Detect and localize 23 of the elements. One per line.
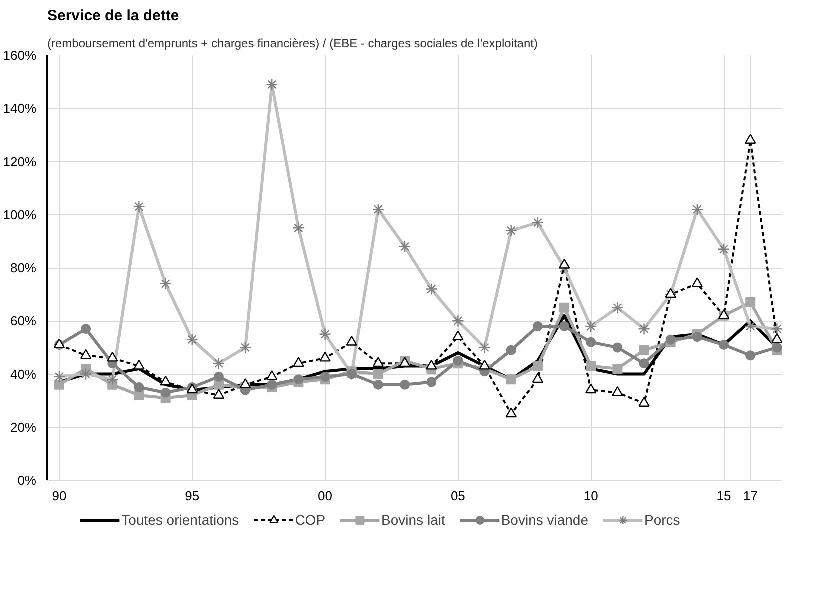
y-tick-label: 160%	[3, 48, 37, 63]
chart-title: Service de la dette	[48, 8, 180, 24]
legend-label: Porcs	[644, 512, 680, 528]
y-tick-label: 80%	[10, 260, 37, 276]
x-tick-label: 17	[743, 488, 758, 504]
x-tick-label: 15	[716, 488, 732, 504]
y-tick-label: 20%	[10, 420, 37, 435]
legend-label: Bovins lait	[382, 512, 446, 528]
legend-label: Bovins viande	[501, 512, 589, 528]
y-tick-label: 60%	[10, 314, 37, 329]
x-tick-label: 00	[318, 488, 333, 504]
legend-label: COP	[295, 512, 326, 528]
y-tick-label: 120%	[3, 154, 37, 170]
y-tick-label: 0%	[18, 473, 37, 488]
y-tick-label: 100%	[3, 207, 37, 222]
x-tick-label: 05	[450, 488, 466, 504]
y-tick-label: 40%	[10, 366, 37, 382]
chart-subtitle: (remboursement d'emprunts + charges financières) / (EBE - charges sociales de l'exploitant)	[48, 36, 538, 50]
x-tick-label: 95	[185, 488, 200, 504]
x-tick-label: 90	[52, 488, 67, 504]
legend-label: Toutes orientations	[122, 512, 240, 528]
y-tick-label: 140%	[3, 101, 37, 116]
x-tick-label: 10	[584, 488, 598, 504]
